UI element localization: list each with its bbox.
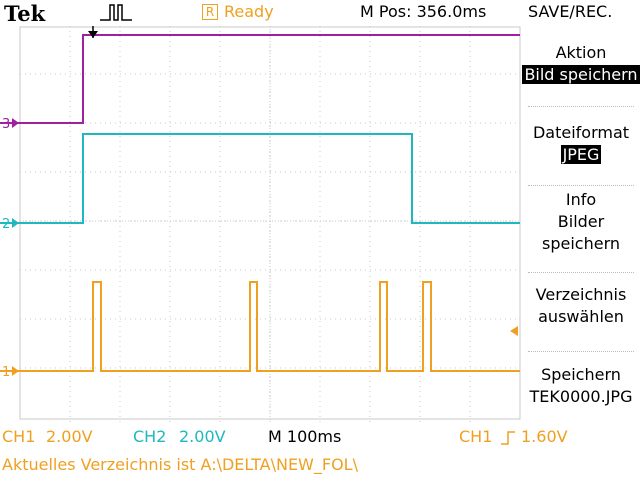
menu-divider <box>528 351 634 352</box>
ch2-marker: 2 <box>2 217 19 232</box>
ch1-trace <box>0 281 520 372</box>
ch2-scale: 2.00V <box>179 427 226 446</box>
directory-message: Aktuelles Verzeichnis ist A:\DELTA\NEW_F… <box>2 455 358 474</box>
directory-line-2: auswählen <box>538 307 624 326</box>
waveform-display: 3 2 1 <box>0 26 521 422</box>
trigger-position-marker <box>88 26 98 38</box>
acquisition-status: R Ready <box>202 2 274 21</box>
status-text: Ready <box>224 2 274 21</box>
rising-edge-icon <box>500 430 516 450</box>
ch2-trace <box>0 133 520 224</box>
info-button[interactable]: Info Bilder speichern <box>522 189 640 255</box>
ch3-marker-label: 3 <box>2 117 10 132</box>
menu-divider <box>528 185 634 186</box>
file-format-title: Dateiformat <box>532 123 630 142</box>
save-button[interactable]: Speichern TEK0000.JPG <box>522 364 640 408</box>
readout-bar: CH1 2.00V CH2 2.00V M 100ms CH1 1.60V <box>0 427 640 449</box>
action-value: Bild speichern <box>522 65 640 84</box>
file-format-button[interactable]: Dateiformat JPEG <box>522 122 640 166</box>
ch1-scale: 2.00V <box>46 427 93 446</box>
side-menu: Aktion Bild speichern Dateiformat JPEG I… <box>522 26 640 422</box>
info-line-2: Bilder <box>557 212 605 231</box>
menu-title: SAVE/REC. <box>528 2 613 21</box>
ch1-marker: 1 <box>2 365 19 380</box>
trigger-source: CH1 <box>459 427 493 446</box>
status-bar: Tek R Ready M Pos: 356.0ms SAVE/REC. <box>0 0 640 26</box>
directory-line-1: Verzeichnis <box>535 285 627 304</box>
file-format-value: JPEG <box>560 145 602 164</box>
info-line-1: Info <box>565 190 597 209</box>
save-line-1: Speichern <box>541 365 621 384</box>
trigger-level-marker <box>510 326 518 336</box>
menu-divider <box>528 106 634 107</box>
action-title: Aktion <box>555 43 607 62</box>
position-readout: M Pos: 356.0ms <box>360 2 487 21</box>
ready-icon: R <box>202 4 218 20</box>
ch3-marker: 3 <box>2 117 19 132</box>
trigger-level: 1.60V <box>521 427 568 446</box>
ch2-label: CH2 <box>133 427 167 446</box>
brand-logo: Tek <box>4 1 46 26</box>
action-button[interactable]: Aktion Bild speichern <box>522 42 640 86</box>
timebase-readout: M 100ms <box>268 427 342 446</box>
menu-divider <box>528 272 634 273</box>
ch3-trace <box>0 34 520 124</box>
ch1-label: CH1 <box>2 427 36 446</box>
select-directory-button[interactable]: Verzeichnis auswählen <box>522 284 640 328</box>
pulse-trigger-icon <box>100 2 132 26</box>
ch2-marker-label: 2 <box>2 217 10 232</box>
save-filename: TEK0000.JPG <box>529 387 633 406</box>
ch1-marker-label: 1 <box>2 365 10 380</box>
info-line-3: speichern <box>542 234 620 253</box>
